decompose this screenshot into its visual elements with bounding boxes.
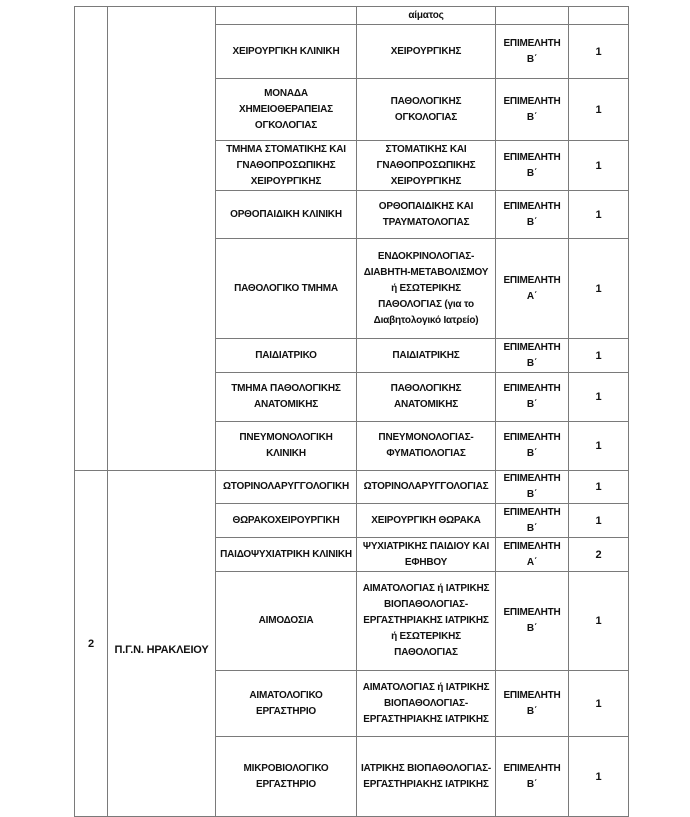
specialty-cell: ΨΥΧΙΑΤΡΙΚΗΣ ΠΑΙΔΙΟΥ ΚΑΙ ΕΦΗΒΟΥ <box>356 537 496 572</box>
group-number <box>74 6 108 471</box>
specialty-cell: ΣΤΟΜΑΤΙΚΗΣ ΚΑΙ ΓΝΑΘΟΠΡΟΣΩΠΙΚΗΣ ΧΕΙΡΟΥΡΓΙ… <box>356 140 496 191</box>
positions-cell: 1 <box>568 238 629 339</box>
positions-cell: 1 <box>568 338 629 373</box>
department-cell: ΠΑΙΔΙΑΤΡΙΚΟ <box>215 338 357 373</box>
department-cell: ΟΡΘΟΠΑΙΔΙΚΗ ΚΛΙΝΙΚΗ <box>215 190 357 239</box>
table-row: αίματος <box>74 6 629 471</box>
specialty-cell: ΩΤΟΡΙΝΟΛΑΡΥΓΓΟΛΟΓΙΑΣ <box>356 470 496 504</box>
specialty-cell: ΠΑΘΟΛΟΓΙΚΗΣ ΑΝΑΤΟΜΙΚΗΣ <box>356 372 496 422</box>
positions-cell: 1 <box>568 78 629 141</box>
rank-cell: ΕΠΙΜΕΛΗΤΗ Β΄ <box>495 571 569 671</box>
department-cell: ΘΩΡΑΚΟΧΕΙΡΟΥΡΓΙΚΗ <box>215 503 357 538</box>
positions-cell: 1 <box>568 736 629 817</box>
department-cell: ΧΕΙΡΟΥΡΓΙΚΗ ΚΛΙΝΙΚΗ <box>215 24 357 79</box>
table-row: ΑΙΜΟΔΟΣΙΑ ΑΙΜΑΤΟΛΟΓΙΑΣ ή ΙΑΤΡΙΚΗΣ ΒΙΟΠΑΘΟ… <box>75 571 629 671</box>
rank-cell: ΕΠΙΜΕΛΗΤΗ Β΄ <box>495 338 569 373</box>
specialty-cell: ΑΙΜΑΤΟΛΟΓΙΑΣ ή ΙΑΤΡΙΚΗΣ ΒΙΟΠΑΘΟΛΟΓΙΑΣ-ΕΡ… <box>356 571 496 671</box>
rank-cell: ΕΠΙΜΕΛΗΤΗ Β΄ <box>495 24 569 79</box>
table-row: ΘΩΡΑΚΟΧΕΙΡΟΥΡΓΙΚΗ ΧΕΙΡΟΥΡΓΙΚΗ ΘΩΡΑΚΑ ΕΠΙΜΕ… <box>75 503 629 538</box>
positions-cell: 1 <box>568 372 629 422</box>
specialty-cell: αίματος <box>356 6 496 25</box>
specialty-cell: ΧΕΙΡΟΥΡΓΙΚΗ ΘΩΡΑΚΑ <box>356 503 496 538</box>
specialty-cell: ΙΑΤΡΙΚΗΣ ΒΙΟΠΑΘΟΛΟΓΙΑΣ-ΕΡΓΑΣΤΗΡΙΑΚΗΣ ΙΑΤ… <box>356 736 496 817</box>
specialty-cell: ΠΑΙΔΙΑΤΡΙΚΗΣ <box>356 338 496 373</box>
positions-cell: 1 <box>568 503 629 538</box>
rank-cell: ΕΠΙΜΕΛΗΤΗ Β΄ <box>495 736 569 817</box>
positions-cell <box>568 6 629 25</box>
rank-cell: ΕΠΙΜΕΛΗΤΗ Α΄ <box>495 238 569 339</box>
specialty-cell: ΠΑΘΟΛΟΓΙΚΗΣ ΟΓΚΟΛΟΓΙΑΣ <box>356 78 496 141</box>
table-row: ΠΑΙΔΟΨΥΧΙΑΤΡΙΚΗ ΚΛΙΝΙΚΗ ΨΥΧΙΑΤΡΙΚΗΣ ΠΑΙΔΙ… <box>75 537 629 572</box>
table-row: ΤΜΗΜΑ ΠΑΘΟΛΟΓΙΚΗΣ ΑΝΑΤΟΜΙΚΗΣ ΠΑΘΟΛΟΓΙΚΗΣ … <box>75 372 629 422</box>
positions-cell: 2 <box>568 537 629 572</box>
rank-cell: ΕΠΙΜΕΛΗΤΗ Β΄ <box>495 503 569 538</box>
specialty-cell: ΕΝΔΟΚΡΙΝΟΛΟΓΙΑΣ-ΔΙΑΒΗΤΗ-ΜΕΤΑΒΟΛΙΣΜΟΥ ή Ε… <box>356 238 496 339</box>
positions-cell: 1 <box>568 421 629 471</box>
group-number: 2 <box>74 470 108 817</box>
department-cell: ΩΤΟΡΙΝΟΛΑΡΥΓΓΟΛΟΓΙΚΗ <box>215 470 357 504</box>
positions-cell: 1 <box>568 571 629 671</box>
department-cell: ΜΙΚΡΟΒΙΟΛΟΓΙΚΟ ΕΡΓΑΣΤΗΡΙΟ <box>215 736 357 817</box>
positions-table: αίματος ΧΕΙΡΟΥΡΓΙΚΗ ΚΛΙΝΙΚΗ ΧΕΙΡΟΥΡΓΙΚΗΣ ΕΠ… <box>74 6 629 817</box>
rank-cell: ΕΠΙΜΕΛΗΤΗ Β΄ <box>495 190 569 239</box>
table-row: ΜΟΝΑΔΑ ΧΗΜΕΙΟΘΕΡΑΠΕΙΑΣ ΟΓΚΟΛΟΓΙΑΣ ΠΑΘΟΛΟΓ… <box>75 78 629 141</box>
table-row: ΧΕΙΡΟΥΡΓΙΚΗ ΚΛΙΝΙΚΗ ΧΕΙΡΟΥΡΓΙΚΗΣ ΕΠΙΜΕΛΗΤΗ… <box>75 24 629 79</box>
rank-cell: ΕΠΙΜΕΛΗΤΗ Β΄ <box>495 78 569 141</box>
rank-cell: ΕΠΙΜΕΛΗΤΗ Β΄ <box>495 372 569 422</box>
department-cell: ΜΟΝΑΔΑ ΧΗΜΕΙΟΘΕΡΑΠΕΙΑΣ ΟΓΚΟΛΟΓΙΑΣ <box>215 78 357 141</box>
specialty-cell: ΠΝΕΥΜΟΝΟΛΟΓΙΑΣ-ΦΥΜΑΤΙΟΛΟΓΙΑΣ <box>356 421 496 471</box>
hospital-name: Π.Γ.Ν. ΗΡΑΚΛΕΙΟΥ <box>107 470 216 817</box>
department-cell: ΤΜΗΜΑ ΣΤΟΜΑΤΙΚΗΣ ΚΑΙ ΓΝΑΘΟΠΡΟΣΩΠΙΚΗΣ ΧΕΙ… <box>215 140 357 191</box>
rank-cell: ΕΠΙΜΕΛΗΤΗ Β΄ <box>495 140 569 191</box>
department-cell: ΑΙΜΟΔΟΣΙΑ <box>215 571 357 671</box>
department-cell: ΠΑΘΟΛΟΓΙΚΟ ΤΜΗΜΑ <box>215 238 357 339</box>
rank-cell: ΕΠΙΜΕΛΗΤΗ Α΄ <box>495 537 569 572</box>
positions-cell: 1 <box>568 470 629 504</box>
rank-cell: ΕΠΙΜΕΛΗΤΗ Β΄ <box>495 670 569 737</box>
department-cell: ΑΙΜΑΤΟΛΟΓΙΚΟ ΕΡΓΑΣΤΗΡΙΟ <box>215 670 357 737</box>
rank-cell: ΕΠΙΜΕΛΗΤΗ Β΄ <box>495 470 569 504</box>
table-row: 2 Π.Γ.Ν. ΗΡΑΚΛΕΙΟΥ ΩΤΟΡΙΝΟΛΑΡΥΓΓΟΛΟΓΙΚΗ ΩΤΟ… <box>74 470 629 817</box>
hospital-name <box>107 6 216 471</box>
positions-cell: 1 <box>568 24 629 79</box>
rank-cell: ΕΠΙΜΕΛΗΤΗ Β΄ <box>495 421 569 471</box>
department-cell: ΠΑΙΔΟΨΥΧΙΑΤΡΙΚΗ ΚΛΙΝΙΚΗ <box>215 537 357 572</box>
department-cell: ΠΝΕΥΜΟΝΟΛΟΓΙΚΗ ΚΛΙΝΙΚΗ <box>215 421 357 471</box>
positions-cell: 1 <box>568 140 629 191</box>
department-cell: ΤΜΗΜΑ ΠΑΘΟΛΟΓΙΚΗΣ ΑΝΑΤΟΜΙΚΗΣ <box>215 372 357 422</box>
table-row: ΠΑΙΔΙΑΤΡΙΚΟ ΠΑΙΔΙΑΤΡΙΚΗΣ ΕΠΙΜΕΛΗΤΗ Β΄ 1 <box>75 338 629 373</box>
department-cell <box>215 6 357 25</box>
positions-cell: 1 <box>568 190 629 239</box>
positions-cell: 1 <box>568 670 629 737</box>
specialty-cell: ΑΙΜΑΤΟΛΟΓΙΑΣ ή ΙΑΤΡΙΚΗΣ ΒΙΟΠΑΘΟΛΟΓΙΑΣ-ΕΡ… <box>356 670 496 737</box>
specialty-cell: ΧΕΙΡΟΥΡΓΙΚΗΣ <box>356 24 496 79</box>
specialty-cell: ΟΡΘΟΠΑΙΔΙΚΗΣ ΚΑΙ ΤΡΑΥΜΑΤΟΛΟΓΙΑΣ <box>356 190 496 239</box>
table-row: ΠΑΘΟΛΟΓΙΚΟ ΤΜΗΜΑ ΕΝΔΟΚΡΙΝΟΛΟΓΙΑΣ-ΔΙΑΒΗΤΗ-… <box>75 238 629 339</box>
rank-cell <box>495 6 569 25</box>
